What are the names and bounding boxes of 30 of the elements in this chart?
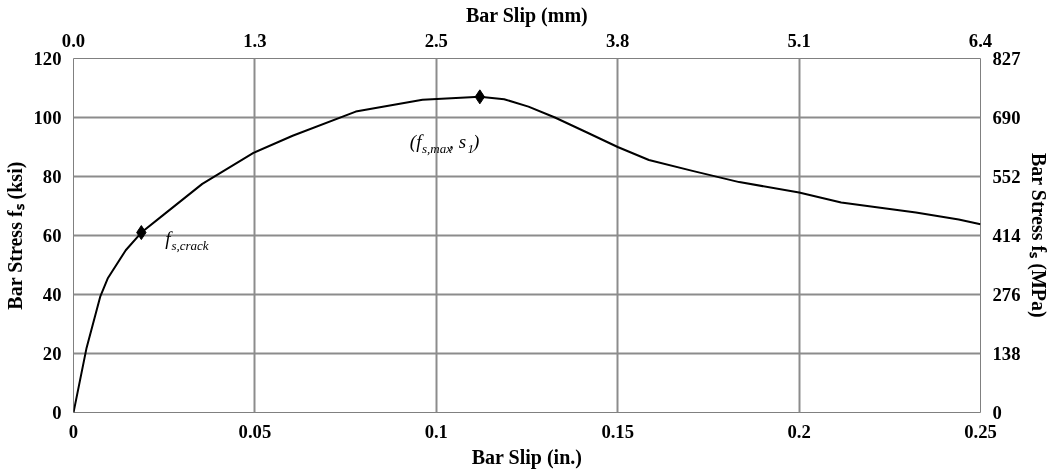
y2-tick-label: 138 [992, 343, 1021, 364]
y2-tick-label: 276 [992, 284, 1021, 305]
y2-axis-title: Bar Stress fₛ (MPa) [1027, 152, 1051, 318]
y-tick-label: 60 [42, 225, 62, 246]
x2-tick-label: 0.0 [61, 29, 86, 51]
y2-tick-label: 827 [992, 48, 1021, 69]
x2-tick-label: 3.8 [606, 29, 630, 51]
x2-axis-title: Bar Slip (mm) [465, 3, 588, 27]
x-tick-label: 0.15 [601, 420, 635, 442]
x-tick-label: 0.1 [424, 420, 448, 442]
y-axis-title: Bar Stress fₛ (ksi) [3, 161, 27, 310]
x-tick-label: 0 [68, 420, 79, 442]
y-tick-label: 40 [42, 284, 62, 305]
y-tick-label: 100 [33, 107, 62, 128]
x-tick-label: 0.05 [238, 420, 272, 442]
x-tick-label: 0.25 [964, 420, 997, 442]
x2-tick-label: 1.3 [243, 29, 267, 51]
y-tick-label: 0 [52, 402, 62, 423]
y2-tick-label: 552 [992, 166, 1021, 187]
x-tick-label: 0.2 [787, 420, 811, 442]
y2-tick-label: 414 [992, 225, 1021, 246]
y-tick-label: 80 [42, 166, 62, 187]
x2-tick-label: 6.4 [968, 29, 993, 51]
y-tick-label: 120 [33, 48, 62, 69]
x-axis-title: Bar Slip (in.) [471, 445, 582, 469]
x2-tick-label: 2.5 [424, 29, 448, 51]
x2-tick-label: 5.1 [787, 29, 811, 51]
y2-tick-label: 690 [992, 107, 1021, 128]
y2-tick-label: 0 [992, 402, 1002, 423]
y-tick-label: 20 [42, 343, 62, 364]
